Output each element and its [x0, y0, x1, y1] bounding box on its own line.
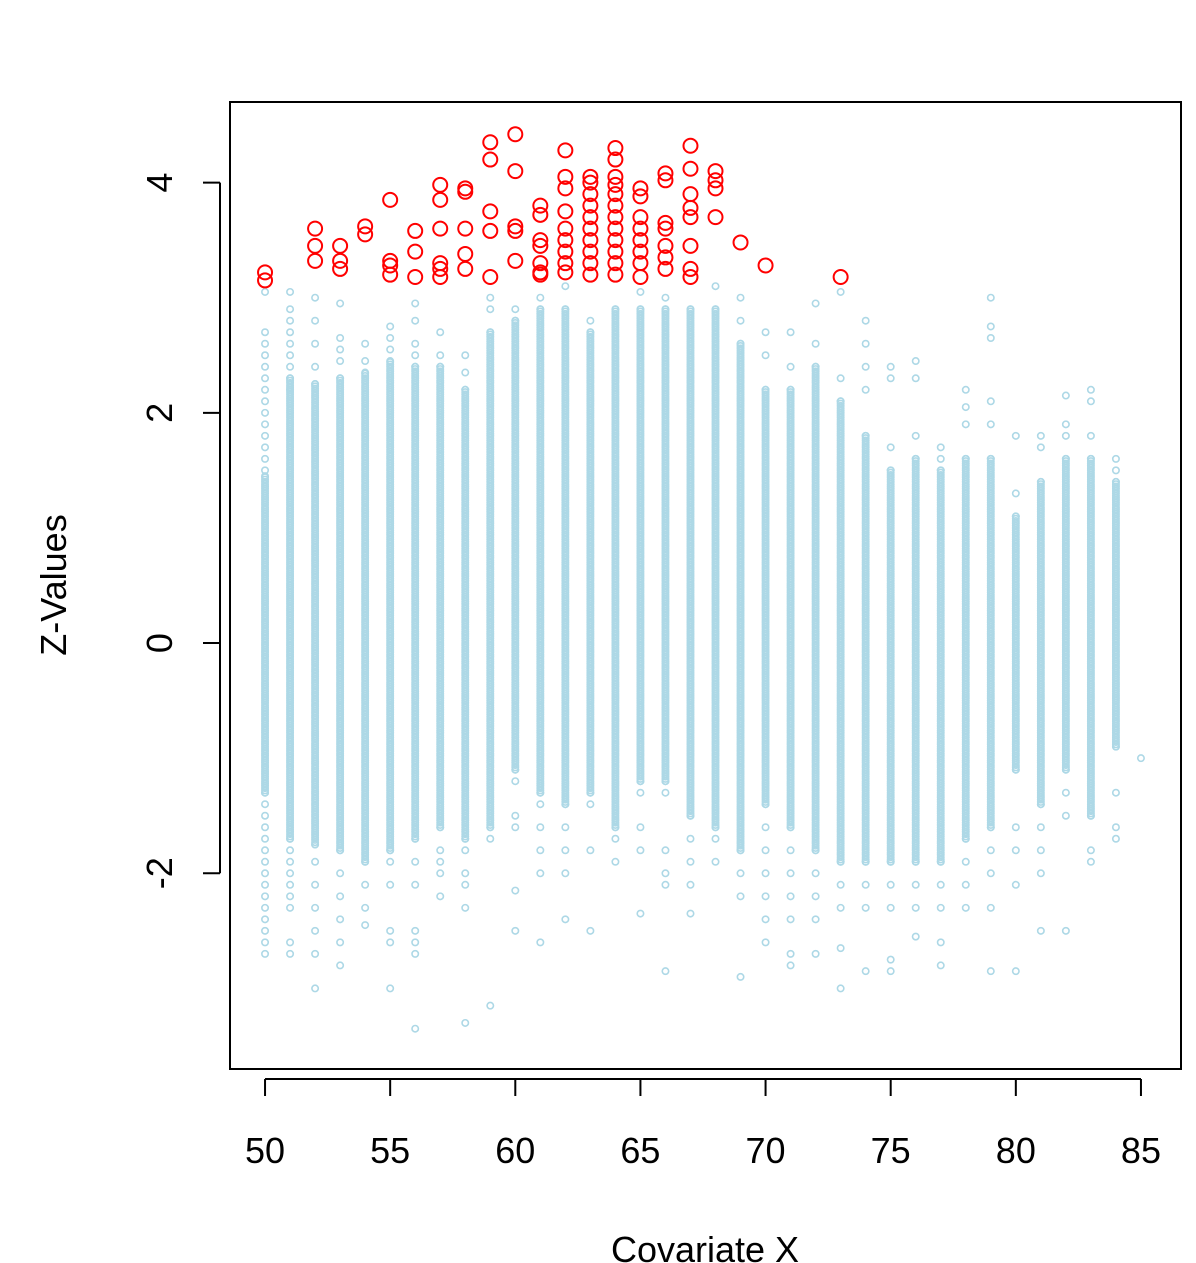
background-points-series: [261, 282, 1145, 1033]
plot-frame: [229, 101, 1182, 1070]
